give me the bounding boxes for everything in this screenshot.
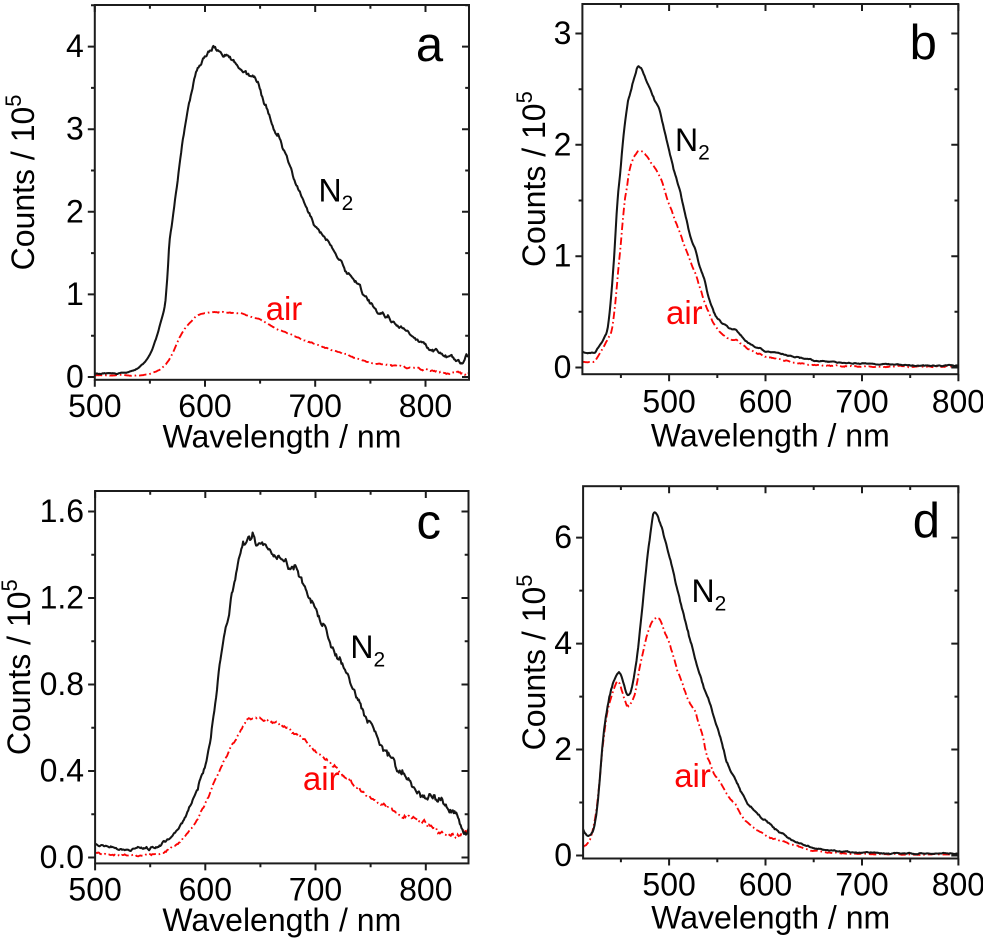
svg-text:0: 0 [554, 837, 572, 873]
svg-text:4: 4 [554, 625, 572, 661]
svg-text:0: 0 [66, 359, 84, 395]
svg-text:Counts / 105: Counts / 105 [1, 94, 41, 270]
svg-text:Counts / 105: Counts / 105 [512, 574, 552, 750]
svg-text:700: 700 [835, 384, 888, 420]
svg-text:1: 1 [66, 276, 84, 312]
svg-text:800: 800 [399, 388, 452, 424]
svg-text:air: air [303, 760, 340, 797]
svg-text:Wavelength / nm: Wavelength / nm [162, 418, 401, 454]
svg-text:700: 700 [289, 388, 342, 424]
svg-text:500: 500 [642, 866, 695, 902]
svg-text:700: 700 [835, 866, 888, 902]
svg-text:air: air [666, 294, 703, 331]
svg-text:c: c [416, 496, 441, 550]
svg-text:800: 800 [932, 866, 983, 902]
svg-text:a: a [416, 18, 444, 72]
svg-text:air: air [266, 290, 303, 327]
svg-text:500: 500 [68, 872, 121, 908]
svg-text:1.6: 1.6 [40, 493, 84, 529]
svg-text:600: 600 [739, 866, 792, 902]
svg-text:0: 0 [554, 349, 572, 385]
svg-text:800: 800 [399, 872, 452, 908]
svg-text:1: 1 [554, 238, 572, 274]
svg-text:700: 700 [289, 872, 342, 908]
svg-text:Counts / 105: Counts / 105 [512, 91, 552, 267]
svg-text:3: 3 [554, 15, 572, 51]
svg-text:air: air [674, 757, 711, 794]
svg-text:500: 500 [68, 388, 121, 424]
svg-text:1.2: 1.2 [40, 580, 84, 616]
svg-text:600: 600 [179, 872, 232, 908]
svg-text:600: 600 [739, 384, 792, 420]
svg-text:Wavelength / nm: Wavelength / nm [651, 900, 890, 936]
svg-text:d: d [913, 494, 940, 548]
svg-text:0.8: 0.8 [40, 666, 84, 702]
svg-text:800: 800 [932, 384, 983, 420]
svg-text:0.0: 0.0 [40, 839, 84, 875]
svg-text:500: 500 [642, 384, 695, 420]
svg-text:0.4: 0.4 [40, 753, 84, 789]
svg-text:6: 6 [554, 519, 572, 555]
svg-text:b: b [910, 16, 937, 70]
svg-text:2: 2 [554, 731, 572, 767]
svg-text:Counts / 105: Counts / 105 [0, 579, 37, 755]
svg-text:Wavelength / nm: Wavelength / nm [651, 418, 890, 454]
svg-text:3: 3 [66, 111, 84, 147]
svg-text:Wavelength / nm: Wavelength / nm [162, 902, 401, 938]
svg-text:600: 600 [178, 388, 231, 424]
svg-text:4: 4 [66, 28, 84, 64]
svg-text:2: 2 [66, 193, 84, 229]
svg-text:2: 2 [554, 126, 572, 162]
